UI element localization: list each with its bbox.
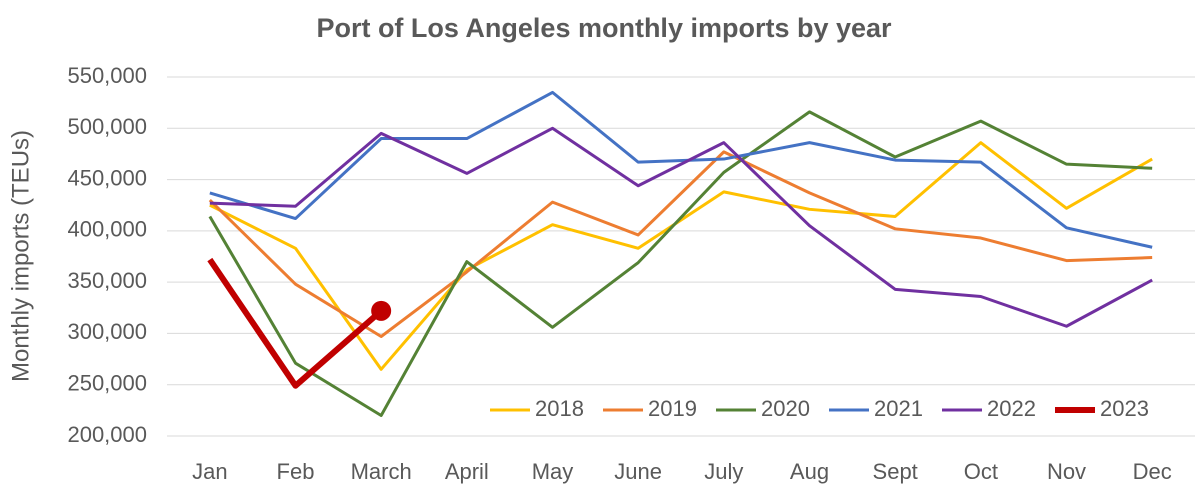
series-line [207, 257, 384, 389]
series-line [208, 150, 1153, 339]
legend-label: 2020 [761, 396, 810, 421]
y-tick-label: 200,000 [67, 422, 147, 447]
legend-label: 2021 [874, 396, 923, 421]
x-tick-label: July [704, 459, 743, 484]
y-tick-label: 400,000 [67, 217, 147, 242]
legend-label: 2018 [535, 396, 584, 421]
y-tick-label: 500,000 [67, 114, 147, 139]
series-line [209, 90, 1153, 249]
x-tick-label: Nov [1047, 459, 1086, 484]
chart-title: Port of Los Angeles monthly imports by y… [316, 13, 892, 43]
legend-label: 2019 [648, 396, 697, 421]
y-tick-label: 250,000 [67, 371, 147, 396]
x-tick-label: Sept [873, 459, 918, 484]
x-tick-label: June [614, 459, 662, 484]
series-line [209, 126, 1153, 328]
y-tick-label: 550,000 [67, 63, 147, 88]
legend-label: 2022 [987, 396, 1036, 421]
legend-label: 2023 [1100, 396, 1149, 421]
series-line [208, 110, 1153, 417]
y-tick-label: 300,000 [67, 319, 147, 344]
x-tick-label: May [532, 459, 574, 484]
x-tick-label: April [445, 459, 489, 484]
series-line [209, 141, 1153, 371]
x-tick-label: Feb [277, 459, 315, 484]
y-axis-label: Monthly imports (TEUs) [7, 130, 34, 382]
y-tick-label: 350,000 [67, 268, 147, 293]
x-tick-label: Oct [964, 459, 998, 484]
x-tick-label: March [351, 459, 412, 484]
y-tick-label: 450,000 [67, 165, 147, 190]
end-marker [371, 300, 392, 321]
x-tick-label: Aug [790, 459, 829, 484]
x-tick-label: Dec [1133, 459, 1172, 484]
x-tick-label: Jan [192, 459, 227, 484]
